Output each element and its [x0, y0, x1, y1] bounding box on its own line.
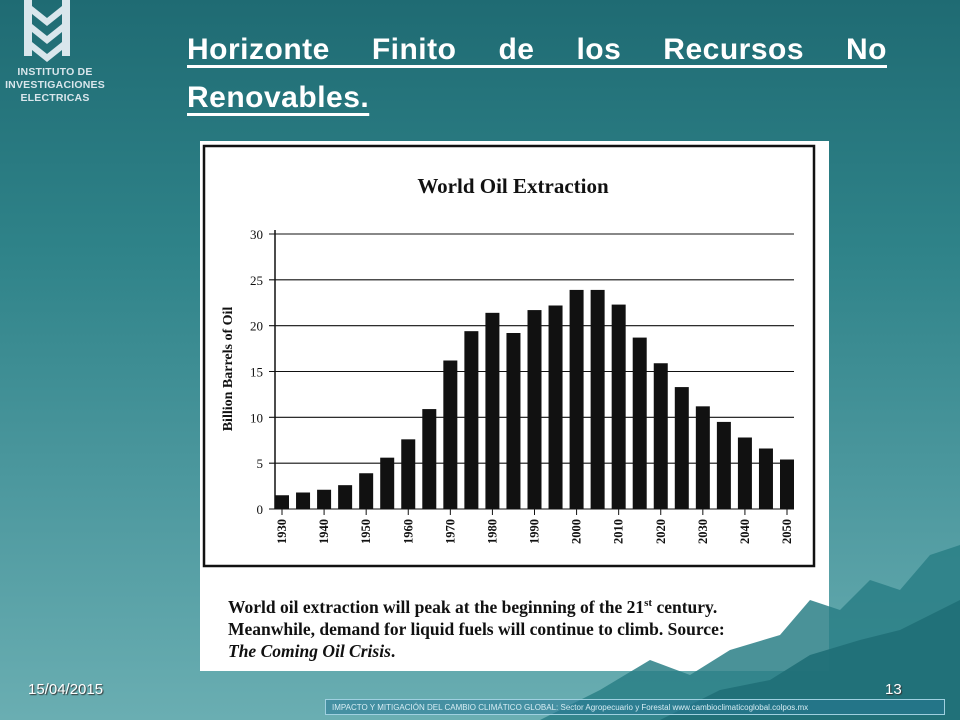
- y-tick-label: 15: [250, 365, 263, 380]
- logo-line: ELECTRICAS: [20, 92, 90, 104]
- x-tick-label: 2040: [738, 519, 752, 544]
- bar: [611, 304, 626, 509]
- bar: [464, 331, 479, 509]
- bar: [758, 448, 773, 509]
- chart-title: World Oil Extraction: [417, 174, 609, 198]
- y-tick-label: 5: [257, 456, 264, 471]
- bar: [506, 333, 521, 509]
- bar: [275, 495, 289, 509]
- bar: [653, 363, 668, 509]
- footer-banner: IMPACTO Y MITIGACIÓN DEL CAMBIO CLIMÁTIC…: [325, 699, 945, 715]
- bar: [780, 459, 794, 509]
- slide-page-number: 13: [885, 681, 902, 698]
- bar: [674, 387, 689, 509]
- chart-caption: World oil extraction will peak at the be…: [228, 592, 818, 662]
- y-tick-label: 0: [257, 502, 264, 517]
- x-tick-label: 1930: [275, 519, 289, 544]
- y-tick-label: 30: [250, 227, 263, 242]
- caption-line-3: The Coming Oil Crisis.: [228, 640, 396, 661]
- bar: [695, 406, 710, 509]
- bar: [716, 421, 731, 509]
- oil-extraction-chart: World Oil Extraction Billion Barrels of …: [202, 144, 816, 568]
- y-tick-label: 25: [250, 273, 263, 288]
- caption-line-1: World oil extraction will peak at the be…: [228, 596, 718, 617]
- x-tick-label: 1970: [443, 519, 457, 544]
- x-tick-label: 2050: [780, 519, 794, 544]
- bar: [548, 305, 563, 509]
- bar: [590, 289, 605, 509]
- bar: [338, 485, 353, 509]
- bar: [569, 289, 584, 509]
- x-tick-label: 1980: [485, 519, 499, 544]
- logo-text: INSTITUTO DE INVESTIGACIONES ELECTRICAS: [0, 66, 110, 105]
- x-tick-label: 1960: [401, 519, 415, 544]
- chart-frame: [202, 144, 816, 568]
- x-tick-label: 2000: [570, 519, 584, 544]
- institute-logo: INSTITUTO DE INVESTIGACIONES ELECTRICAS: [0, 0, 110, 120]
- mountain-decoration-icon: [540, 545, 960, 720]
- x-tick-label: 1950: [359, 519, 373, 544]
- slide-date: 15/04/2015: [28, 681, 104, 698]
- logo-line: INVESTIGACIONES: [5, 79, 105, 91]
- bar: [401, 439, 416, 509]
- caption-line-2: Meanwhile, demand for liquid fuels will …: [228, 618, 725, 639]
- slide-title-text: Horizonte Finito de los Recursos No Reno…: [187, 33, 887, 114]
- bar: [422, 409, 437, 509]
- y-tick-label: 20: [250, 319, 263, 334]
- bar: [443, 360, 458, 509]
- y-tick-label: 10: [250, 410, 263, 425]
- bar: [359, 473, 374, 509]
- bar: [527, 310, 542, 509]
- bar: [632, 337, 647, 509]
- bar: [737, 437, 752, 509]
- bar: [485, 312, 500, 509]
- x-tick-label: 1990: [528, 519, 542, 544]
- bar: [296, 492, 311, 509]
- chart-figure: World Oil Extraction Billion Barrels of …: [200, 141, 829, 671]
- iie-logo-icon: [24, 0, 70, 62]
- bar: [380, 457, 395, 509]
- slide-title: Horizonte Finito de los Recursos No Reno…: [187, 26, 887, 122]
- y-axis-label: Billion Barrels of Oil: [221, 307, 236, 432]
- logo-line: INSTITUTO DE: [17, 66, 93, 78]
- bar: [317, 489, 332, 509]
- x-tick-label: 1940: [317, 519, 331, 544]
- x-tick-label: 2010: [612, 519, 626, 544]
- x-tick-label: 2020: [654, 519, 668, 544]
- x-tick-label: 2030: [696, 519, 710, 544]
